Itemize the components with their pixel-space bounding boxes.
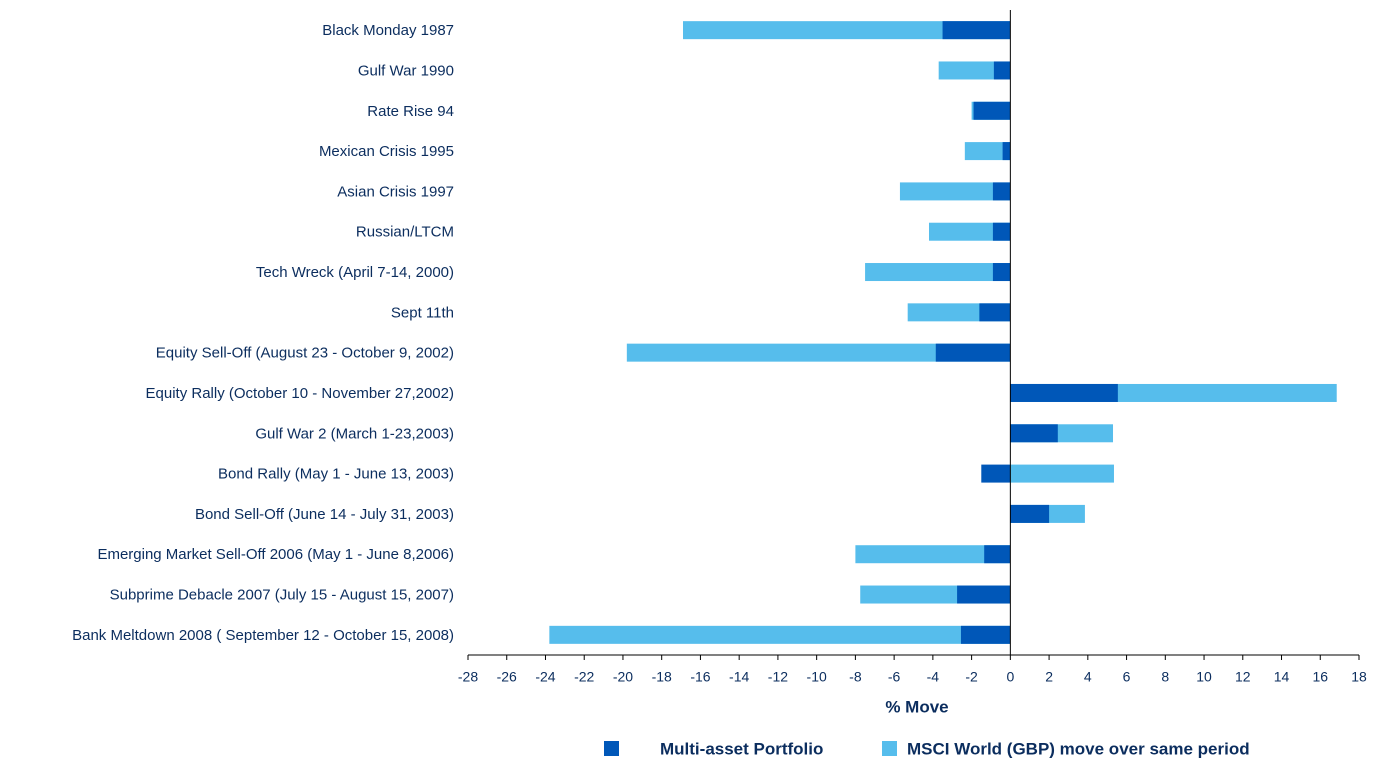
category-label: Gulf War 1990 <box>358 62 454 79</box>
category-label: Bank Meltdown 2008 ( September 12 - Octo… <box>72 627 454 644</box>
bar <box>1010 464 1114 483</box>
legend-swatch <box>604 741 619 756</box>
category-label: Sept 11th <box>391 304 454 321</box>
x-tick-label: 18 <box>1351 669 1367 685</box>
legend-label: MSCI World (GBP) move over same period <box>907 739 1250 758</box>
bar <box>973 101 1011 120</box>
x-tick-label: -8 <box>849 669 862 685</box>
x-axis-label: % Move <box>885 697 948 716</box>
bar <box>549 625 1011 644</box>
bar <box>992 222 1011 241</box>
bar <box>984 545 1011 564</box>
bar <box>993 61 1011 80</box>
x-tick-label: -4 <box>927 669 940 685</box>
x-tick-label: 8 <box>1161 669 1169 685</box>
category-label: Equity Sell-Off (August 23 - October 9, … <box>156 345 454 362</box>
bar <box>683 21 1011 40</box>
category-label: Subprime Debacle 2007 (July 15 - August … <box>110 587 454 604</box>
category-label: Black Monday 1987 <box>322 22 454 39</box>
bar <box>865 263 1011 282</box>
x-tick-label: 0 <box>1006 669 1014 685</box>
bar <box>855 545 1011 564</box>
x-tick-label: -6 <box>888 669 901 685</box>
x-tick-label: -26 <box>497 669 517 685</box>
bar <box>992 263 1011 282</box>
x-tick-label: -22 <box>574 669 594 685</box>
category-label: Asian Crisis 1997 <box>337 183 454 200</box>
x-tick-label: -28 <box>458 669 478 685</box>
bar <box>964 142 1011 161</box>
category-label: Gulf War 2 (March 1-23,2003) <box>255 425 454 442</box>
category-label: Emerging Market Sell-Off 2006 (May 1 - J… <box>97 546 454 563</box>
bar <box>981 464 1011 483</box>
legend-swatch <box>882 741 897 756</box>
legend-label: Multi-asset Portfolio <box>660 739 823 758</box>
category-label: Rate Rise 94 <box>367 103 454 120</box>
x-tick-label: 10 <box>1196 669 1212 685</box>
bar <box>957 585 1011 604</box>
bar <box>1002 142 1011 161</box>
x-tick-label: -14 <box>729 669 749 685</box>
x-tick-label: -16 <box>690 669 710 685</box>
x-tick-label: -12 <box>768 669 788 685</box>
bar <box>960 625 1011 644</box>
bar <box>899 182 1011 201</box>
bar <box>935 343 1011 362</box>
x-tick-label: 14 <box>1274 669 1290 685</box>
x-tick-label: -18 <box>652 669 672 685</box>
x-tick-label: -10 <box>807 669 827 685</box>
x-tick-label: 16 <box>1312 669 1328 685</box>
x-tick-label: 4 <box>1084 669 1092 685</box>
bar <box>1010 424 1058 443</box>
category-label: Tech Wreck (April 7-14, 2000) <box>256 264 454 281</box>
x-tick-label: 12 <box>1235 669 1251 685</box>
x-tick-label: 2 <box>1045 669 1053 685</box>
bar <box>928 222 1011 241</box>
category-label: Bond Rally (May 1 - June 13, 2003) <box>218 466 454 483</box>
x-tick-label: -20 <box>613 669 633 685</box>
bar <box>626 343 1011 362</box>
bar <box>992 182 1011 201</box>
category-label: Equity Rally (October 10 - November 27,2… <box>146 385 454 402</box>
bar <box>942 21 1011 40</box>
bar <box>1010 504 1050 523</box>
bar <box>938 61 1011 80</box>
category-label: Russian/LTCM <box>356 224 454 241</box>
bar <box>979 303 1011 322</box>
x-tick-label: 6 <box>1123 669 1131 685</box>
category-label: Bond Sell-Off (June 14 - July 31, 2003) <box>195 506 454 523</box>
category-label: Mexican Crisis 1995 <box>319 143 454 160</box>
bar <box>1010 383 1118 402</box>
x-tick-label: -24 <box>535 669 555 685</box>
x-tick-label: -2 <box>965 669 978 685</box>
